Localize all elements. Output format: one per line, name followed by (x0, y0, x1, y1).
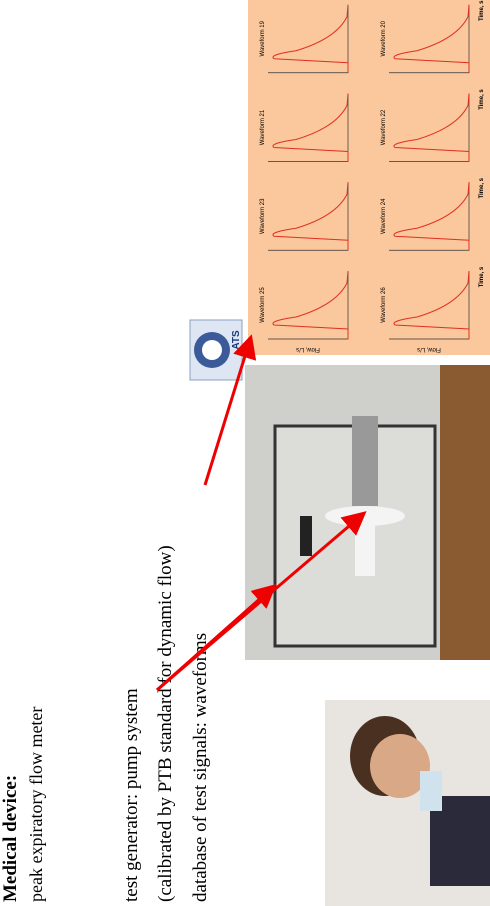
waveform-curve (393, 93, 470, 162)
waveform-cell: Waveform 23 (260, 182, 349, 251)
y-label: Flow, L/s (296, 346, 320, 352)
waveform-cell: Waveform 25 Flow, L/s (260, 270, 349, 352)
photo-pump (245, 365, 490, 660)
line: test generator: pump system (121, 688, 142, 902)
x-label: Time, s (479, 89, 485, 110)
waveform-cell: Waveform 19 (260, 4, 349, 74)
waveform-cell: Waveform 24 Time, s (381, 177, 485, 251)
waveform-panel (248, 0, 490, 355)
waveform-curve (393, 4, 470, 73)
title: Medical device: (0, 775, 21, 902)
waveform-title: Waveform 26 (381, 287, 387, 323)
waveform-curve (393, 182, 470, 251)
subtitle: peak expiratory flow meter (26, 707, 46, 902)
waveform-title: Waveform 25 (260, 287, 266, 323)
waveform-cell: Waveform 22 Time, s (381, 89, 485, 162)
arrows (156, 334, 367, 692)
waveform-curve (272, 4, 349, 73)
x-label: Time, s (479, 0, 485, 21)
waveform-curve (272, 270, 349, 339)
x-label: Time, s (479, 177, 485, 198)
waveform-curve (272, 93, 349, 162)
waveform-title: Waveform 22 (381, 109, 387, 145)
waveform-cell: Waveform 26 Flow, L/s Time, s (381, 266, 485, 352)
line: database of test signals: waveforms (190, 633, 211, 902)
x-label: Time, s (479, 266, 485, 287)
waveform-curve (272, 182, 349, 251)
waveform-title: Waveform 21 (260, 109, 266, 145)
waveform-curve (393, 270, 470, 339)
waveform-title: Waveform 19 (260, 20, 266, 56)
photo-boy (325, 700, 490, 906)
waveform-cell: Waveform 20 Time, s (381, 0, 485, 74)
waveform-cell: Waveform 21 (260, 93, 349, 162)
line: (calibrated by PTB standard for dynamic … (155, 545, 176, 902)
waveform-title: Waveform 20 (381, 20, 387, 56)
waveform-title: Waveform 23 (260, 198, 266, 234)
waveform-title: Waveform 24 (381, 198, 387, 234)
y-label: Flow, L/s (417, 346, 441, 352)
logo-text: ATS (231, 330, 242, 350)
logo: ATS (189, 319, 243, 381)
